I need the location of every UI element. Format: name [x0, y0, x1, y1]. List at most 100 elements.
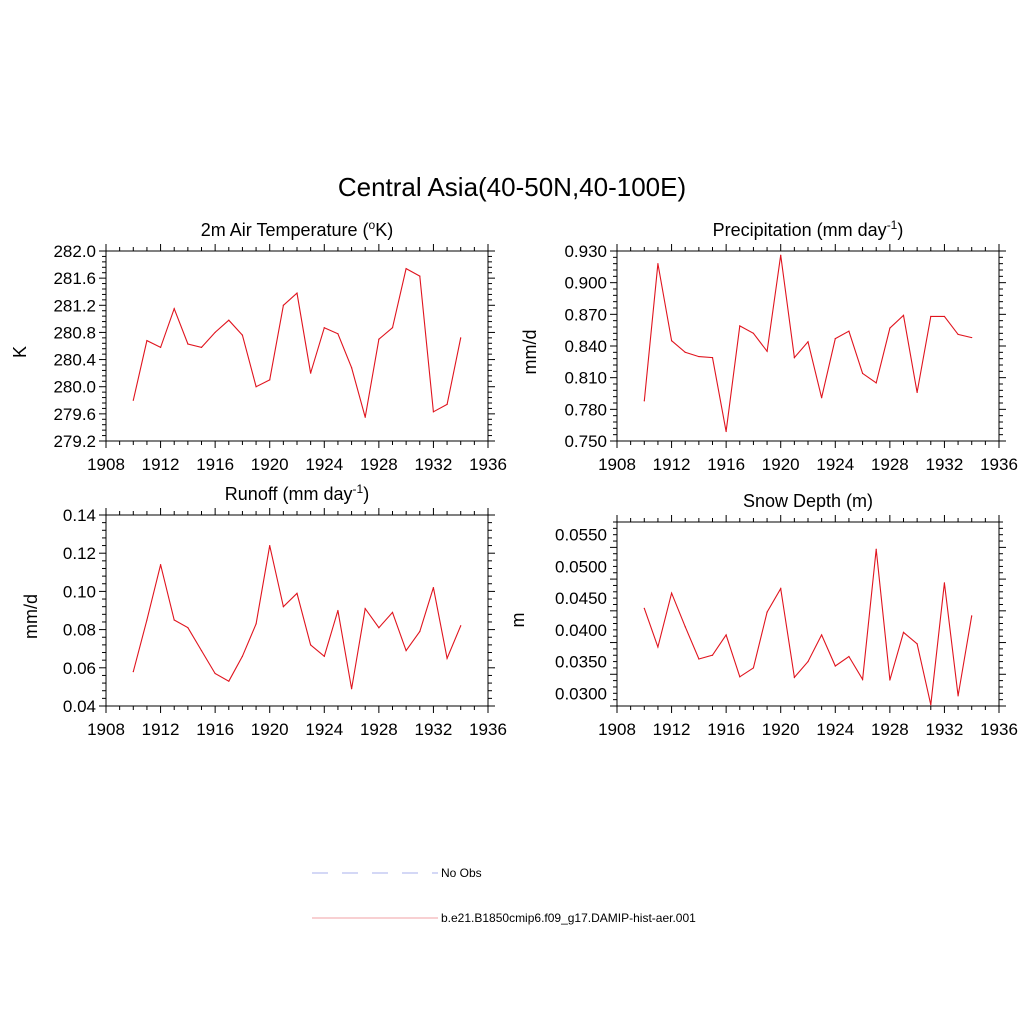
x-tick-label: 1908: [598, 720, 636, 739]
x-tick-label: 1932: [415, 455, 453, 474]
x-tick-label: 1928: [360, 720, 398, 739]
data-point: [337, 609, 339, 612]
data-point: [159, 564, 162, 566]
x-tick-label: 1932: [926, 455, 964, 474]
panel-title: Snow Depth (m): [743, 491, 873, 511]
data-point: [146, 619, 148, 621]
x-tick-label: 1936: [980, 720, 1018, 739]
x-tick-label: 1912: [142, 455, 180, 474]
data-point: [391, 611, 394, 614]
x-tick-label: 1916: [707, 720, 745, 739]
data-point: [350, 367, 353, 369]
data-point: [780, 588, 782, 590]
data-point: [861, 372, 864, 375]
data-point: [971, 615, 973, 617]
data-point: [159, 346, 162, 348]
data-point: [173, 308, 175, 310]
data-point: [269, 544, 271, 547]
x-tick-label: 1924: [816, 455, 854, 474]
data-point: [378, 627, 380, 629]
series-line: [643, 549, 973, 705]
plot-frame: [105, 514, 489, 707]
y-tick-label: 0.12: [63, 544, 96, 563]
panels: 1908 1912 1916 1920 1924 1928 1932 1936 279.2 279…: [10, 218, 1018, 739]
data-point: [405, 650, 407, 652]
data-point: [643, 400, 645, 402]
data-point: [200, 650, 203, 652]
data-point: [214, 331, 216, 334]
data-point: [752, 332, 755, 334]
y-tick-label: 0.06: [63, 659, 96, 678]
x-tick-label: 1916: [707, 455, 745, 474]
x-tick-label: 1928: [360, 455, 398, 474]
data-point: [848, 655, 850, 658]
data-point: [310, 644, 312, 646]
x-tick-label: 1928: [871, 455, 909, 474]
data-point: [337, 333, 339, 335]
data-point: [780, 254, 782, 256]
plot-frame: [616, 521, 1000, 707]
data-point: [943, 315, 946, 318]
x-tick-label: 1924: [305, 455, 343, 474]
data-point: [446, 657, 448, 659]
panel-title: 2m Air Temperature (oK): [201, 218, 393, 240]
series-line: [132, 267, 462, 418]
data-point: [323, 655, 325, 657]
data-point: [419, 275, 421, 277]
data-point: [132, 399, 134, 401]
data-point: [405, 268, 407, 270]
data-point: [323, 327, 325, 329]
data-point: [848, 330, 850, 332]
y-tick-label: 280.4: [53, 351, 96, 370]
data-point: [214, 672, 216, 675]
y-tick-label: 280.0: [53, 378, 96, 397]
data-point: [241, 334, 244, 336]
y-axis-title: mm/d: [520, 330, 540, 375]
data-point: [739, 325, 741, 327]
x-tick-label: 1908: [87, 720, 125, 739]
data-point: [228, 319, 230, 321]
data-point: [807, 341, 809, 343]
data-point: [821, 397, 823, 399]
data-point: [684, 626, 686, 628]
legend-label: No Obs: [441, 866, 482, 880]
x-tick-label: 1916: [196, 455, 234, 474]
panel-title: Runoff (mm day-1): [225, 482, 369, 504]
data-point: [132, 671, 134, 673]
panel-1: 1908 1912 1916 1920 1924 1928 1932 1936 279.2 279…: [10, 218, 507, 474]
data-point: [432, 411, 435, 413]
figure-title: Central Asia(40-50N,40-100E): [338, 172, 686, 202]
y-tick-label: 0.14: [63, 506, 96, 525]
y-axis-title: mm/d: [21, 594, 41, 639]
data-point: [875, 548, 877, 550]
data-point: [971, 336, 973, 339]
legend-entry-1: No Obs: [312, 866, 482, 880]
x-tick-label: 1916: [196, 720, 234, 739]
x-tick-label: 1912: [142, 720, 180, 739]
y-tick-label: 0.08: [63, 621, 96, 640]
data-point: [419, 630, 421, 633]
data-point: [916, 643, 918, 645]
data-point: [378, 338, 380, 340]
data-point: [902, 314, 905, 316]
x-tick-label: 1936: [980, 455, 1018, 474]
y-tick-label: 0.870: [564, 305, 607, 324]
data-point: [296, 292, 298, 294]
y-tick-label: 0.0500: [555, 557, 607, 576]
y-tick-label: 0.840: [564, 337, 607, 356]
data-point: [146, 339, 148, 342]
x-tick-label: 1936: [469, 720, 507, 739]
x-tick-label: 1920: [762, 720, 800, 739]
y-tick-label: 0.930: [564, 242, 607, 261]
data-point: [957, 333, 959, 335]
data-point: [364, 607, 366, 610]
y-tick-label: 0.0350: [555, 653, 607, 672]
x-tick-label: 1932: [415, 720, 453, 739]
data-point: [296, 592, 298, 594]
x-tick-label: 1908: [598, 455, 636, 474]
y-tick-label: 0.900: [564, 274, 607, 293]
data-point: [241, 655, 244, 657]
data-point: [725, 430, 727, 433]
panel-2: 1908 1912 1916 1920 1924 1928 1932 1936 0.750 0.7…: [520, 218, 1018, 474]
